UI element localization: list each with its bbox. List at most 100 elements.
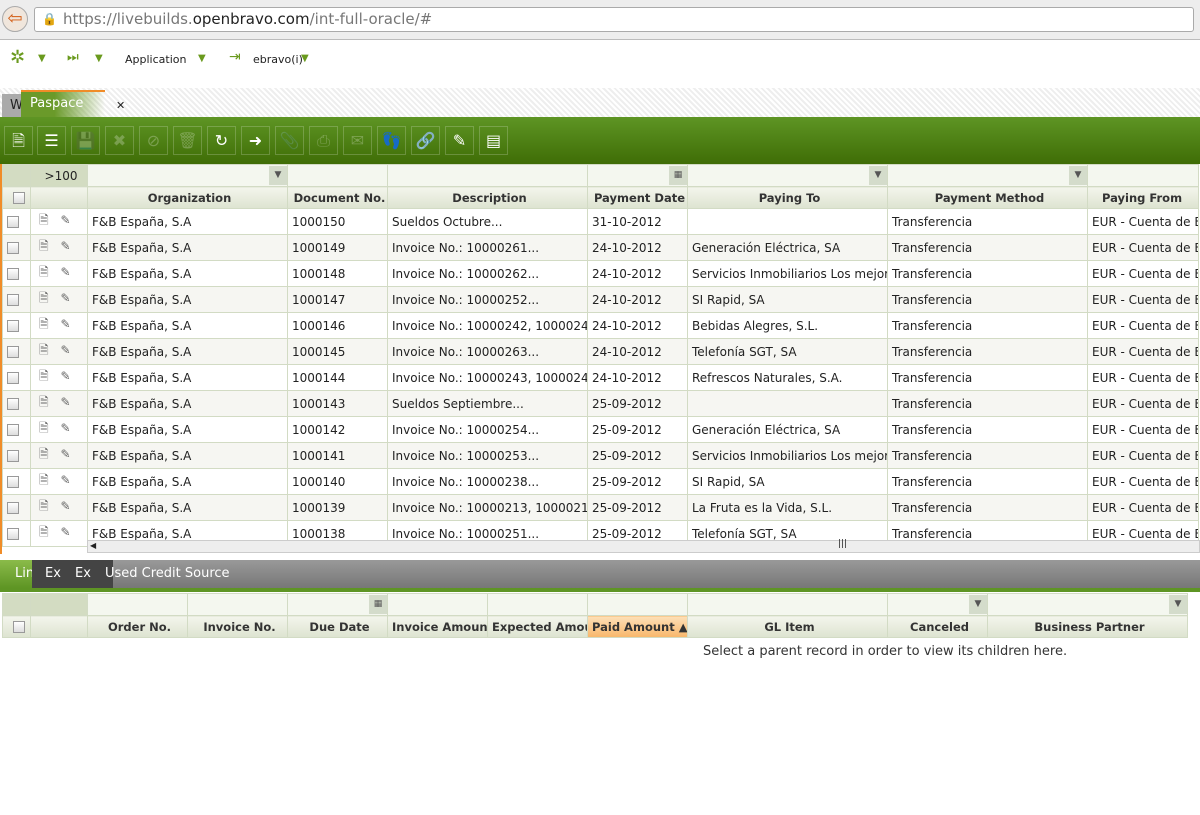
table-row[interactable]: 🗎 ✎ F&B España, S.A 1000146 Invoice No.: 10… [2,312,1199,339]
chevron-down-icon[interactable]: ▼ [1169,595,1187,614]
row-checkbox[interactable] [7,320,19,332]
tree-tools-button[interactable]: ✎ [445,126,474,155]
export-button[interactable]: ➜ [241,126,270,155]
column-header[interactable]: Paying From [1087,186,1199,209]
new-row-button[interactable]: ☰ [37,126,66,155]
filter-document-no[interactable] [287,164,388,187]
save-button[interactable]: 💾 [71,126,100,155]
url-input[interactable]: https://livebuilds.openbravo.com/int-ful… [34,7,1194,32]
table-row[interactable]: 🗎 ✎ F&B España, S.A 1000150 Sueldos Octubre… [2,208,1199,235]
filter-expected-amount[interactable] [487,593,588,616]
form-view-icon[interactable]: 🗎 [39,525,49,539]
filter-canceled[interactable]: ▼ [887,593,988,616]
filter-paying-to[interactable]: ▼ [687,164,888,187]
edit-pencil-icon[interactable]: ✎ [60,265,71,279]
tab-workspace[interactable]: W [2,94,23,117]
row-checkbox[interactable] [7,476,19,488]
filter-invoice-no[interactable] [187,593,288,616]
table-row[interactable]: 🗎 ✎ F&B España, S.A 1000145 Invoice No.: 10… [2,338,1199,365]
edit-pencil-icon[interactable]: ✎ [60,447,71,461]
select-all-checkbox[interactable] [12,192,25,204]
filter-invoice-amount[interactable] [387,593,488,616]
edit-pencil-icon[interactable]: ✎ [60,317,71,331]
edit-pencil-icon[interactable]: ✎ [60,369,71,383]
chevron-down-icon[interactable]: ▼ [95,53,103,64]
form-view-icon[interactable]: 🗎 [39,395,49,409]
new-document-button[interactable]: 🗎 [4,126,33,155]
audit-trail-button[interactable]: 👣 [377,126,406,155]
form-view-icon[interactable]: 🗎 [39,291,49,305]
back-button[interactable]: ⇦ [2,6,28,32]
form-view-icon[interactable]: 🗎 [39,317,49,331]
column-header[interactable]: Paying To [687,186,888,209]
column-header[interactable]: Description [387,186,588,209]
chevron-down-icon[interactable]: ▼ [301,53,309,64]
form-view-icon[interactable]: 🗎 [39,213,49,227]
column-header[interactable]: Document No. [287,186,388,209]
edit-pencil-icon[interactable]: ✎ [60,291,71,305]
row-checkbox[interactable] [7,242,19,254]
row-checkbox[interactable] [7,398,19,410]
logout-icon[interactable]: ⇥ [229,49,241,65]
row-checkbox[interactable] [7,502,19,514]
horizontal-scrollbar[interactable]: ◀ ||| [87,539,1200,553]
column-header[interactable]: Payment Method [887,186,1088,209]
quick-launch-icon[interactable]: ⏭ [67,50,79,65]
table-row[interactable]: 🗎 ✎ F&B España, S.A 1000140 Invoice No.: 10… [2,468,1199,495]
form-view-icon[interactable]: 🗎 [39,499,49,513]
column-header-sorted[interactable]: Paid Amount ▲ [587,615,688,638]
column-header[interactable]: Invoice No. [187,615,288,638]
filter-due-date[interactable]: ▦ [287,593,388,616]
edit-pencil-icon[interactable]: ✎ [60,395,71,409]
form-view-icon[interactable]: 🗎 [39,343,49,357]
tab-ex[interactable]: Ex [32,560,62,588]
quick-create-icon[interactable]: ✲ [10,47,26,68]
print-button[interactable]: ⎙ [309,126,338,155]
column-header[interactable]: Canceled [887,615,988,638]
tab-payment[interactable]: Paspace [21,90,105,117]
filter-order-no[interactable] [87,593,188,616]
filter-description[interactable] [387,164,588,187]
close-tab-icon[interactable]: ✕ [116,99,126,112]
edit-pencil-icon[interactable]: ✎ [60,499,71,513]
calendar-icon[interactable]: ▦ [669,166,687,185]
form-view-icon[interactable]: 🗎 [39,473,49,487]
attach-button[interactable]: 📎 [275,126,304,155]
table-row[interactable]: 🗎 ✎ F&B España, S.A 1000144 Invoice No.: 10… [2,364,1199,391]
column-header[interactable]: Business Partner [987,615,1188,638]
row-checkbox[interactable] [7,372,19,384]
filter-business-partner[interactable]: ▼ [987,593,1188,616]
refresh-button[interactable]: ↻ [207,126,236,155]
row-checkbox[interactable] [7,216,19,228]
chevron-down-icon[interactable]: ▼ [1069,166,1087,185]
row-checkbox[interactable] [7,268,19,280]
user-profile-menu[interactable]: ebravo(i) [253,53,303,66]
undo-button[interactable]: ✖ [105,126,134,155]
chevron-down-icon[interactable]: ▼ [38,53,46,64]
edit-pencil-icon[interactable]: ✎ [60,213,71,227]
grid-view-button[interactable]: ▤ [479,126,508,155]
table-row[interactable]: 🗎 ✎ F&B España, S.A 1000149 Invoice No.: 10… [2,234,1199,261]
form-view-icon[interactable]: 🗎 [39,421,49,435]
tab-ex[interactable]: Ex [62,560,92,588]
edit-pencil-icon[interactable]: ✎ [60,525,71,539]
table-row[interactable]: 🗎 ✎ F&B España, S.A 1000142 Invoice No.: 10… [2,416,1199,443]
edit-pencil-icon[interactable]: ✎ [60,421,71,435]
filter-payment-date[interactable]: ▦ [587,164,688,187]
table-row[interactable]: 🗎 ✎ F&B España, S.A 1000147 Invoice No.: 10… [2,286,1199,313]
tab-lines[interactable]: Lines [0,560,49,588]
filter-paying-from[interactable] [1087,164,1199,187]
filter-gl-item[interactable] [687,593,888,616]
column-header[interactable]: GL Item [687,615,888,638]
select-all-checkbox[interactable] [12,621,25,633]
calendar-icon[interactable]: ▦ [369,595,387,614]
form-view-icon[interactable]: 🗎 [39,239,49,253]
chevron-down-icon[interactable]: ▼ [869,166,887,185]
tab-used-credit-source[interactable]: Used Credit Source [92,560,232,588]
table-row[interactable]: 🗎 ✎ F&B España, S.A 1000143 Sueldos Septiem… [2,390,1199,417]
form-view-icon[interactable]: 🗎 [39,369,49,383]
row-checkbox[interactable] [7,294,19,306]
edit-pencil-icon[interactable]: ✎ [60,473,71,487]
application-menu[interactable]: Application [125,53,187,66]
chevron-down-icon[interactable]: ▼ [269,166,287,185]
